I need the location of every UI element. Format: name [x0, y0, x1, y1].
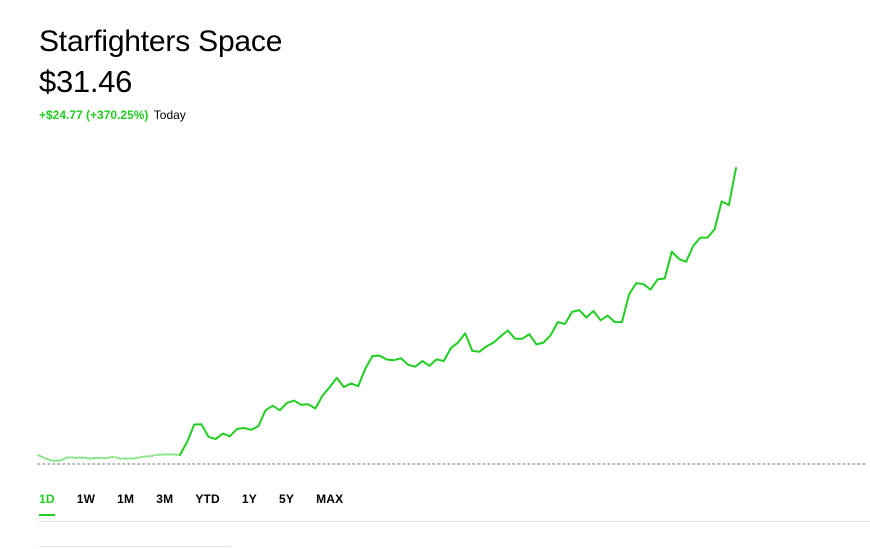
range-tab-1d[interactable]: 1D [39, 486, 55, 516]
stock-header: Starfighters Space $31.46 +$24.77 (+370.… [39, 24, 282, 122]
range-tab-max[interactable]: MAX [316, 492, 344, 506]
range-tab-5y[interactable]: 5Y [279, 492, 295, 506]
pre-market-price-line [37, 453, 181, 462]
range-tab-1y[interactable]: 1Y [241, 492, 257, 506]
range-tab-1m[interactable]: 1M [117, 492, 135, 506]
range-tab-3m[interactable]: 3M [156, 492, 174, 506]
stock-price: $31.46 [39, 64, 133, 99]
range-tab-ytd[interactable]: YTD [195, 492, 220, 506]
stock-name: Starfighters Space [39, 25, 283, 58]
price-change-row: +$24.77 (+370.25%) Today [39, 108, 282, 122]
price-change-value: +$24.77 (+370.25%) [39, 108, 149, 122]
price-change-period: Today [153, 108, 186, 122]
range-divider [39, 521, 870, 522]
section-divider [39, 546, 230, 547]
regular-hours-price-line [179, 167, 737, 456]
range-tab-1w[interactable]: 1W [76, 492, 96, 506]
time-range-selector: 1D 1W 1M 3M YTD 1Y 5Y MAX [39, 486, 365, 516]
